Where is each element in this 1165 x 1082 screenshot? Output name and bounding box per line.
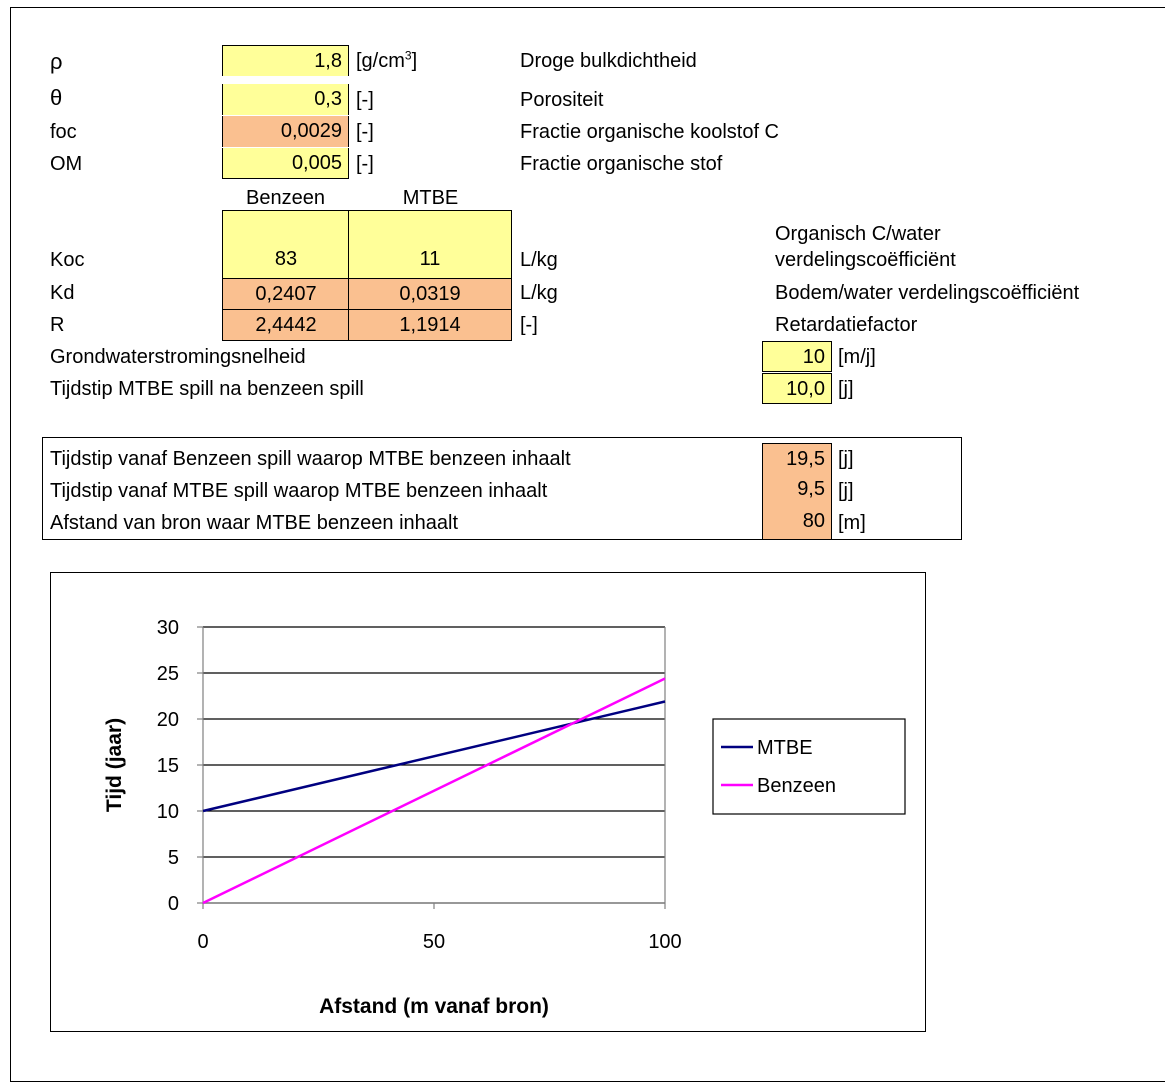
koc-benzeen-cell[interactable]: 83 <box>222 210 350 279</box>
om-value-cell[interactable]: 0,005 <box>222 148 349 179</box>
rho-value: 1,8 <box>314 50 342 72</box>
theta-symbol: θ <box>50 85 63 110</box>
om-description: Fractie organische stof <box>520 153 723 175</box>
flow-label: Grondwaterstromingsnelheid <box>50 346 306 368</box>
chart-area[interactable]: 0 5 10 15 20 25 30 0 50 100 Afstand (m vanaf bron)… <box>50 572 926 1032</box>
koc-unit: L/kg <box>520 249 558 271</box>
koc-description-line1: Organisch C/water <box>775 223 941 245</box>
y-tick-label: 10 <box>157 801 179 823</box>
column-header-mtbe: MTBE <box>402 187 459 209</box>
spill-label: Tijdstip MTBE spill na benzeen spill <box>50 378 364 400</box>
result-value-cell-3[interactable]: 80 <box>762 506 832 539</box>
theta-value-cell[interactable]: 0,3 <box>222 84 349 115</box>
flow-unit: [m/j] <box>838 346 876 368</box>
r-label: R <box>50 314 65 336</box>
x-tick-label: 100 <box>648 931 681 953</box>
result-label-3: Afstand van bron waar MTBE benzeen inhaa… <box>50 512 459 534</box>
foc-unit: [-] <box>356 121 374 143</box>
x-tick-label: 0 <box>197 931 208 953</box>
koc-label: Koc <box>50 249 85 271</box>
kd-description: Bodem/water verdelingscoëfficiënt <box>775 282 1080 304</box>
kd-unit: L/kg <box>520 282 558 304</box>
flow-value-cell[interactable]: 10 <box>762 341 832 372</box>
result-unit-3: [m] <box>838 512 866 534</box>
kd-benzeen-cell[interactable]: 0,2407 <box>222 278 350 310</box>
om-symbol: OM <box>50 153 83 175</box>
r-benzeen-cell[interactable]: 2,4442 <box>222 309 350 341</box>
y-tick-label: 0 <box>168 893 179 915</box>
r-mtbe-cell[interactable]: 1,1914 <box>348 309 512 341</box>
theta-unit: [-] <box>356 89 374 111</box>
om-unit: [-] <box>356 153 374 175</box>
y-tick-label: 25 <box>157 663 179 685</box>
legend-label-benzeen: Benzeen <box>757 775 836 797</box>
result-label-1: Tijdstip vanaf Benzeen spill waarop MTBE… <box>50 448 571 470</box>
r-unit: [-] <box>520 314 538 336</box>
y-tick-label: 20 <box>157 709 179 731</box>
y-tick-label: 30 <box>157 617 179 639</box>
results-box <box>42 437 962 540</box>
r-description: Retardatiefactor <box>775 314 918 336</box>
x-axis-label: Afstand (m vanaf bron) <box>319 995 549 1018</box>
result-label-2: Tijdstip vanaf MTBE spill waarop MTBE be… <box>50 480 548 502</box>
foc-symbol: foc <box>50 121 77 143</box>
series-line-mtbe <box>202 700 666 813</box>
result-value-cell-2[interactable]: 9,5 <box>762 474 832 506</box>
result-unit-2: [j] <box>838 480 854 502</box>
rho-symbol: ρ <box>50 49 63 74</box>
kd-label: Kd <box>50 282 75 304</box>
foc-description: Fractie organische koolstof C <box>520 121 780 143</box>
rho-description: Droge bulkdichtheid <box>520 50 697 72</box>
spill-unit: [j] <box>838 378 854 400</box>
x-tick-label: 50 <box>423 931 445 953</box>
koc-description-line2: verdelingscoëfficiënt <box>775 249 956 271</box>
legend-box <box>712 718 906 815</box>
result-value-cell-1[interactable]: 19,5 <box>762 443 832 474</box>
y-tick-label: 5 <box>168 847 179 869</box>
rho-value-cell[interactable]: 1,8 <box>222 45 349 76</box>
kd-mtbe-cell[interactable]: 0,0319 <box>348 278 512 310</box>
theta-description: Porositeit <box>520 89 604 111</box>
foc-value-cell[interactable]: 0,0029 <box>222 116 349 147</box>
chart-svg: 0 5 10 15 20 25 30 0 50 100 Afstand (m vanaf bron)… <box>103 617 906 1018</box>
legend-label-mtbe: MTBE <box>757 737 813 759</box>
series-line-benzeen <box>202 677 666 905</box>
column-header-benzeen: Benzeen <box>246 187 325 209</box>
rho-unit: [g/cm3] <box>356 48 418 72</box>
spill-value-cell[interactable]: 10,0 <box>762 373 832 404</box>
y-tick-label: 15 <box>157 755 179 777</box>
koc-mtbe-cell[interactable]: 11 <box>348 210 512 279</box>
result-unit-1: [j] <box>838 448 854 470</box>
y-axis-label: Tijd (jaar) <box>103 718 126 812</box>
